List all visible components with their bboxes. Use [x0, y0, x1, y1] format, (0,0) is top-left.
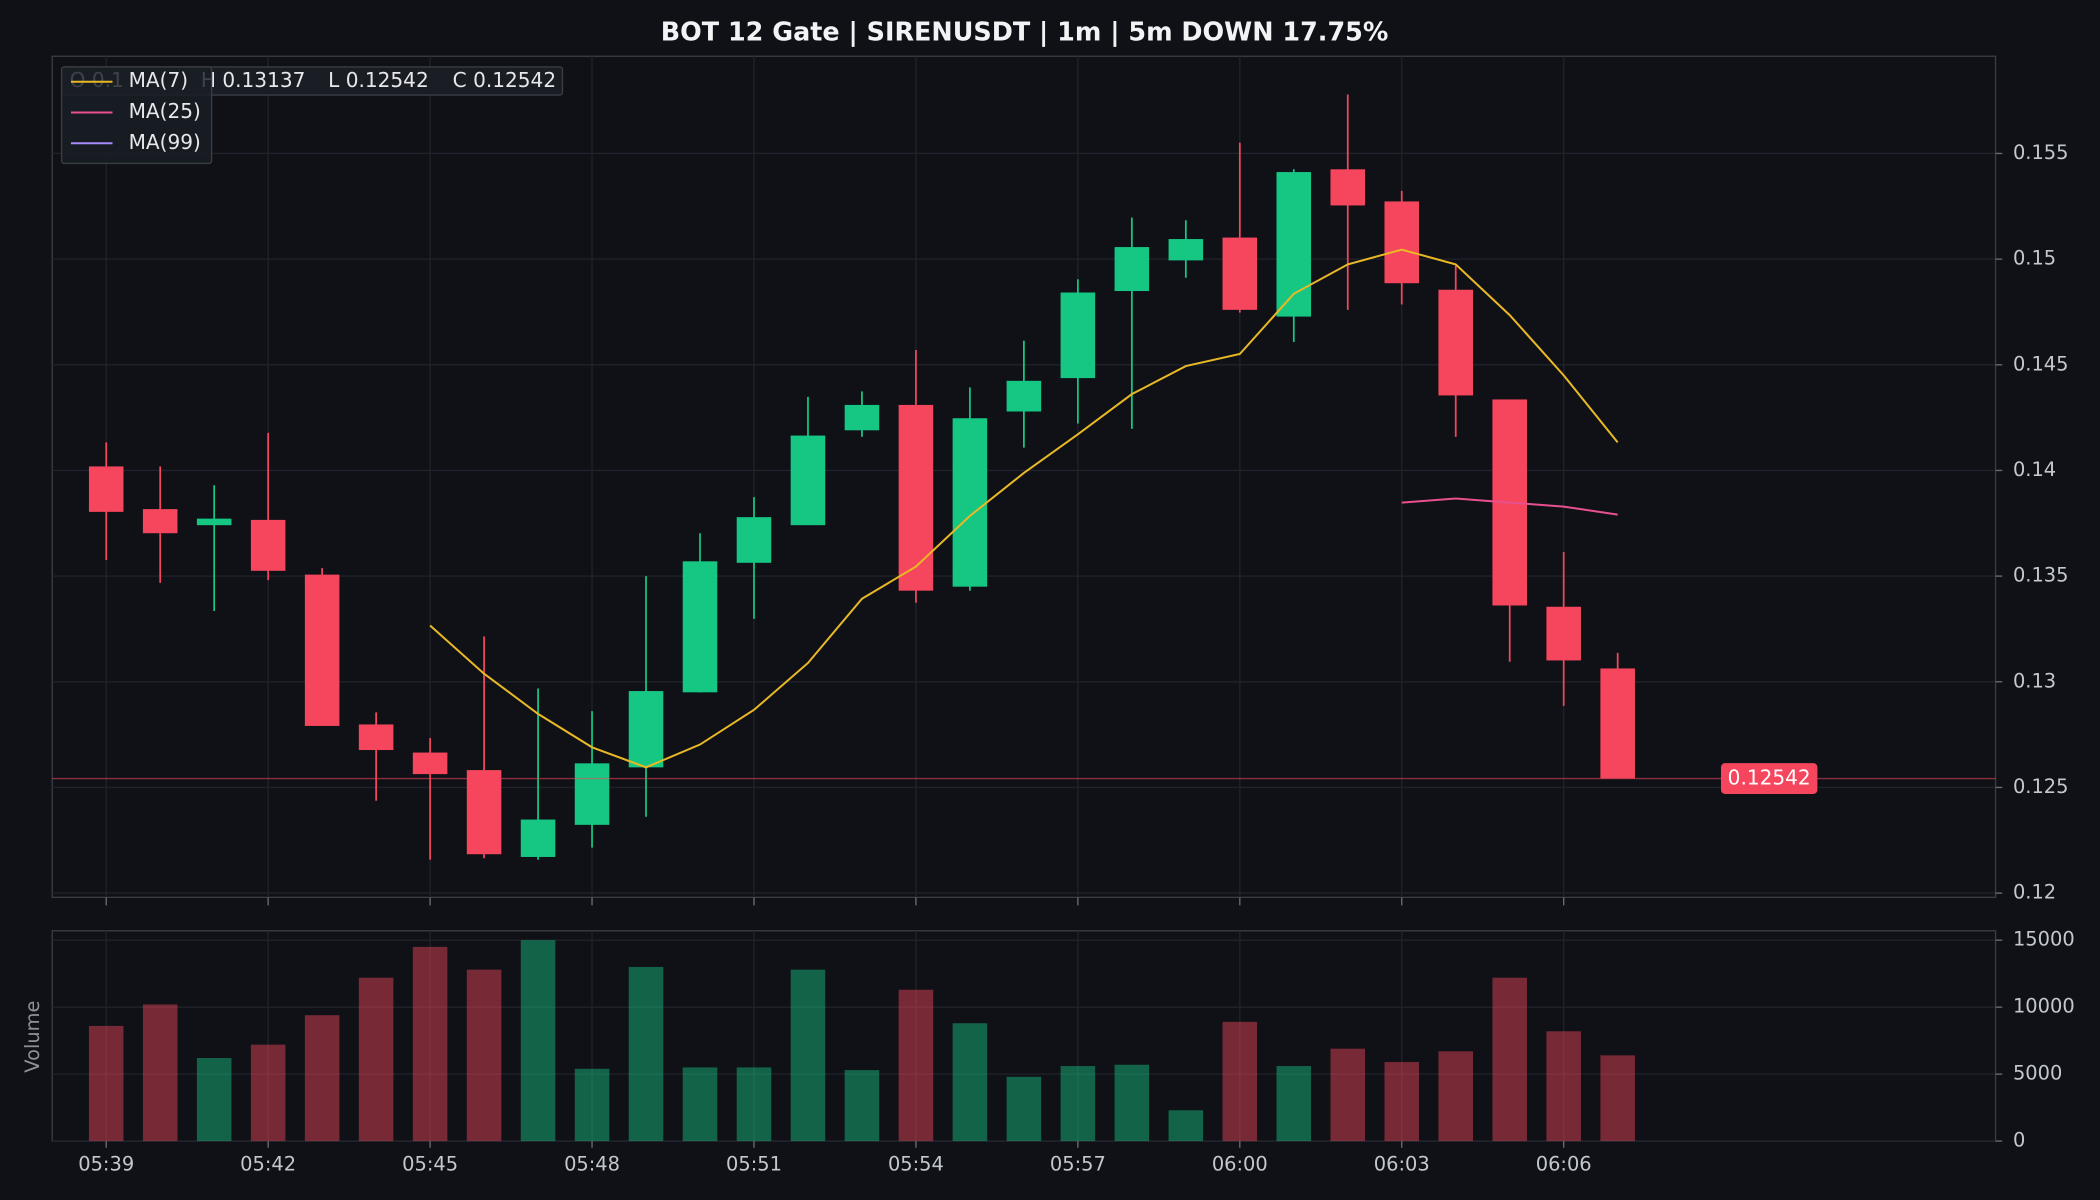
y-tick-label: 0.14: [2013, 458, 2056, 481]
volume-bar: [1330, 1048, 1366, 1142]
y-tick-label: 0.13: [2013, 669, 2056, 692]
x-tick-label: 05:45: [402, 1153, 458, 1176]
candle-body: [736, 517, 772, 563]
candle-body: [1330, 169, 1366, 206]
y-tick-label: 0: [2013, 1129, 2025, 1152]
volume-bar: [88, 1025, 124, 1142]
volume-bar: [574, 1068, 610, 1142]
candle-body: [520, 819, 556, 857]
candle-body: [1276, 172, 1312, 317]
volume-bar: [1600, 1055, 1635, 1142]
candle-body: [574, 763, 610, 825]
volume-bar: [1060, 1066, 1096, 1142]
last-price-box: [1720, 763, 1818, 794]
volume-bar: [466, 969, 502, 1142]
candle-body: [844, 404, 880, 431]
ohlc-info: C 0.12542: [453, 68, 556, 92]
volume-bar: [1114, 1064, 1150, 1142]
candle-body: [1006, 380, 1042, 412]
volume-bar: [1222, 1021, 1258, 1142]
candle-body: [1222, 237, 1258, 310]
volume-bar: [1492, 977, 1527, 1142]
y-tick-label: 0.12: [2013, 881, 2056, 904]
y-tick-label: 10000: [2013, 995, 2075, 1018]
candle-body: [142, 509, 178, 534]
x-tick-label: 05:42: [240, 1153, 296, 1176]
candle-body: [304, 574, 340, 726]
candle-body: [358, 724, 394, 751]
volume-bar: [196, 1058, 232, 1142]
y-tick-label: 15000: [2013, 928, 2075, 951]
x-tick-label: 05:48: [564, 1153, 620, 1176]
volume-bar: [1168, 1110, 1204, 1142]
volume-bar: [358, 977, 394, 1142]
legend-label: MA(99): [129, 130, 201, 154]
ohlc-info: L 0.12542: [328, 68, 429, 92]
volume-bar: [412, 946, 448, 1142]
x-tick-label: 05:39: [78, 1153, 134, 1176]
candle-body: [790, 435, 826, 526]
marks: [88, 94, 1635, 1142]
candle-body: [952, 418, 988, 587]
y-tick-label: 0.155: [2013, 141, 2069, 164]
candle-body: [1600, 668, 1635, 779]
candle-body: [1546, 606, 1581, 661]
candle-body: [88, 466, 124, 512]
volume-bar: [250, 1044, 286, 1142]
x-tick-label: 06:00: [1212, 1153, 1268, 1176]
volume-bar: [952, 1023, 988, 1142]
y-tick-label: 0.15: [2013, 247, 2056, 270]
volume-bar: [142, 1004, 178, 1142]
candle-body: [1384, 201, 1420, 284]
candle-body: [412, 752, 448, 775]
legend-label: MA(7): [129, 68, 189, 92]
y-tick-label: 0.135: [2013, 564, 2069, 587]
y-tick-label: 0.125: [2013, 775, 2069, 798]
candle-body: [1438, 289, 1474, 396]
candle-body: [250, 519, 286, 571]
x-tick-label: 05:57: [1050, 1153, 1106, 1176]
volume-axis-label: Volume: [21, 1001, 44, 1073]
last-price-label: 0.12542: [1728, 766, 1811, 790]
y-tick-label: 5000: [2013, 1062, 2062, 1085]
volume-bar: [1438, 1051, 1474, 1142]
legend-box: [60, 66, 213, 165]
candle-body: [1168, 239, 1204, 261]
candle-body: [466, 770, 502, 855]
y-tick-label: 0.145: [2013, 352, 2069, 375]
ma-line: [429, 248, 1619, 769]
price-panel: [51, 55, 1997, 898]
x-tick-label: 06:03: [1374, 1153, 1430, 1176]
volume-bar: [1006, 1076, 1042, 1142]
volume-bar: [790, 969, 826, 1142]
candle-body: [898, 404, 934, 591]
volume-bar: [1276, 1066, 1312, 1142]
volume-bar: [682, 1067, 718, 1142]
x-tick-label: 06:06: [1536, 1153, 1592, 1176]
volume-bar: [898, 989, 934, 1142]
volume-bar: [628, 966, 664, 1142]
candle-body: [682, 561, 718, 693]
volume-bar: [844, 1070, 880, 1142]
x-tick-label: 05:54: [888, 1153, 944, 1176]
volume-bar: [520, 940, 556, 1142]
volume-panel: [51, 930, 1997, 1142]
candle-body: [196, 518, 232, 526]
chart-title: BOT 12 Gate | SIRENUSDT | 1m | 5m DOWN 1…: [661, 16, 1389, 46]
legend-label: MA(25): [129, 99, 201, 123]
volume-bar: [1546, 1031, 1581, 1142]
ma-line: [1401, 497, 1618, 516]
volume-bar: [1384, 1062, 1420, 1142]
volume-bar: [736, 1067, 772, 1142]
x-tick-label: 05:51: [726, 1153, 782, 1176]
candle-body: [628, 691, 664, 768]
volume-bar: [304, 1015, 340, 1142]
candle-body: [1060, 292, 1096, 379]
ohlc-info: H 0.13137: [201, 68, 306, 92]
candle-body: [1114, 247, 1150, 292]
